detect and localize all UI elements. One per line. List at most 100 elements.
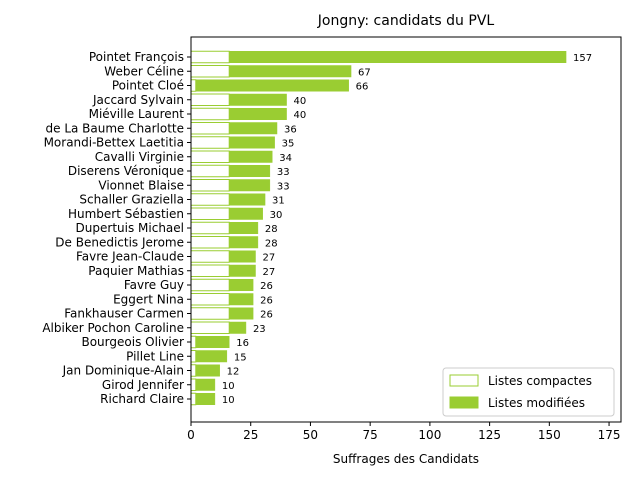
x-tick-label: 0: [187, 428, 195, 442]
y-tick-label: Miéville Laurent: [89, 107, 185, 121]
bar-modified: [195, 378, 216, 391]
y-tick-label: Pointet Cloé: [112, 79, 184, 93]
bar-modified: [228, 179, 271, 192]
y-tick-label: Schaller Graziella: [79, 193, 184, 207]
bar-compact: [190, 136, 230, 149]
chart-title: Jongny: candidats du PVL: [317, 13, 495, 29]
x-tick-label: 75: [363, 428, 378, 442]
bar-compact: [190, 364, 197, 377]
bar-modified: [228, 122, 278, 135]
bar-modified: [228, 293, 254, 306]
bar-value-label: 16: [236, 338, 249, 349]
plot-area: Pointet François 157 Weber Céline 67 Pointet…: [42, 50, 620, 442]
bar-value-label: 15: [234, 352, 247, 363]
y-tick-label: Pointet François: [89, 50, 184, 64]
bar-value-label: 23: [253, 324, 266, 335]
y-tick-label: Pillet Line: [126, 349, 184, 363]
bar-value-label: 40: [294, 110, 307, 121]
x-axis-label: Suffrages des Candidats: [333, 452, 479, 466]
y-tick-label: Favre Guy: [124, 278, 184, 292]
bar-modified: [228, 207, 263, 220]
y-tick-label: de La Baume Charlotte: [46, 121, 185, 135]
x-tick-label: 50: [303, 428, 318, 442]
legend-label-compact: Listes compactes: [488, 374, 592, 388]
y-tick-label: Cavalli Virginie: [95, 150, 184, 164]
bar-value-label: 12: [227, 367, 240, 378]
bar-modified: [195, 79, 349, 92]
bar-compact: [190, 50, 230, 64]
bar-value-label: 28: [265, 224, 278, 235]
bar-compact: [190, 350, 197, 363]
bar-value-label: 66: [356, 82, 369, 93]
bar-compact: [190, 93, 230, 106]
bar-compact: [190, 79, 197, 92]
bar-compact: [190, 321, 230, 334]
bar-value-label: 28: [265, 238, 278, 249]
y-tick-label: Morandi-Bettex Laetitia: [44, 136, 184, 150]
bar-value-label: 30: [270, 210, 283, 221]
bar-compact: [190, 378, 197, 391]
bar-modified: [228, 250, 256, 263]
bar-modified: [228, 222, 259, 234]
bar-value-label: 67: [358, 67, 371, 78]
plot-frame: [190, 36, 622, 423]
y-tick-label: Jaccard Sylvain: [92, 93, 184, 107]
bar-compact: [190, 207, 230, 220]
y-tick-label: Eggert Nina: [113, 292, 184, 306]
y-tick-label: Bourgeois Olivier: [81, 335, 184, 349]
bar-compact: [190, 293, 230, 306]
bar-value-label: 31: [272, 196, 285, 207]
bar-modified: [228, 279, 254, 291]
bar-compact: [190, 392, 197, 406]
bar-value-label: 34: [279, 153, 292, 164]
y-tick-label: Albiker Pochon Caroline: [42, 321, 184, 335]
bar-value-label: 35: [282, 139, 295, 150]
bar-compact: [190, 278, 230, 292]
bar-compact: [190, 107, 230, 121]
bar-modified: [228, 321, 247, 334]
bar-modified: [228, 193, 266, 206]
legend-swatch-compact: [449, 374, 479, 387]
bar-value-label: 157: [573, 53, 592, 64]
bar-modified: [228, 51, 567, 63]
legend-swatch-modified: [449, 396, 479, 409]
bar-compact: [190, 221, 230, 235]
bar-compact: [190, 250, 230, 263]
bar-compact: [190, 150, 230, 163]
bar-compact: [190, 335, 197, 349]
x-tick-label: 25: [243, 428, 258, 442]
bar-value-label: 26: [260, 310, 273, 321]
y-tick-label: Favre Jean-Claude: [76, 250, 184, 264]
bar-compact: [190, 236, 230, 249]
bar-compact: [190, 179, 230, 192]
y-tick-label: Weber Céline: [104, 64, 184, 78]
bar-modified: [195, 336, 230, 348]
bar-compact: [190, 264, 230, 277]
bar-value-label: 27: [263, 267, 276, 278]
bar-modified: [228, 150, 273, 163]
bar-value-label: 10: [222, 395, 235, 406]
bar-modified: [228, 236, 259, 249]
bar-value-label: 10: [222, 381, 235, 392]
legend-frame: [442, 367, 615, 417]
bar-modified: [228, 108, 287, 120]
bar-modified: [228, 65, 352, 78]
x-tick-label: 125: [478, 428, 501, 442]
y-tick-label: Diserens Véronique: [68, 164, 184, 178]
bar-compact: [190, 122, 230, 135]
y-tick-label: Dupertuis Michael: [76, 221, 184, 235]
y-tick-label: Jan Dominique-Alain: [62, 364, 184, 378]
bar-value-label: 26: [260, 281, 273, 292]
x-tick-label: 175: [598, 428, 621, 442]
y-tick-label: De Benedictis Jerome: [55, 235, 184, 249]
bar-compact: [190, 65, 230, 78]
legend-label-modified: Listes modifiées: [488, 396, 585, 410]
y-tick-label: Vionnet Blaise: [98, 178, 184, 192]
y-tick-label: Paquier Mathias: [88, 264, 184, 278]
bar-modified: [228, 93, 287, 106]
bar-value-label: 33: [277, 167, 290, 178]
legend: Listes compactes Listes modifiées: [442, 367, 615, 417]
bar-modified: [228, 136, 275, 149]
y-tick-label: Fankhauser Carmen: [64, 307, 184, 321]
